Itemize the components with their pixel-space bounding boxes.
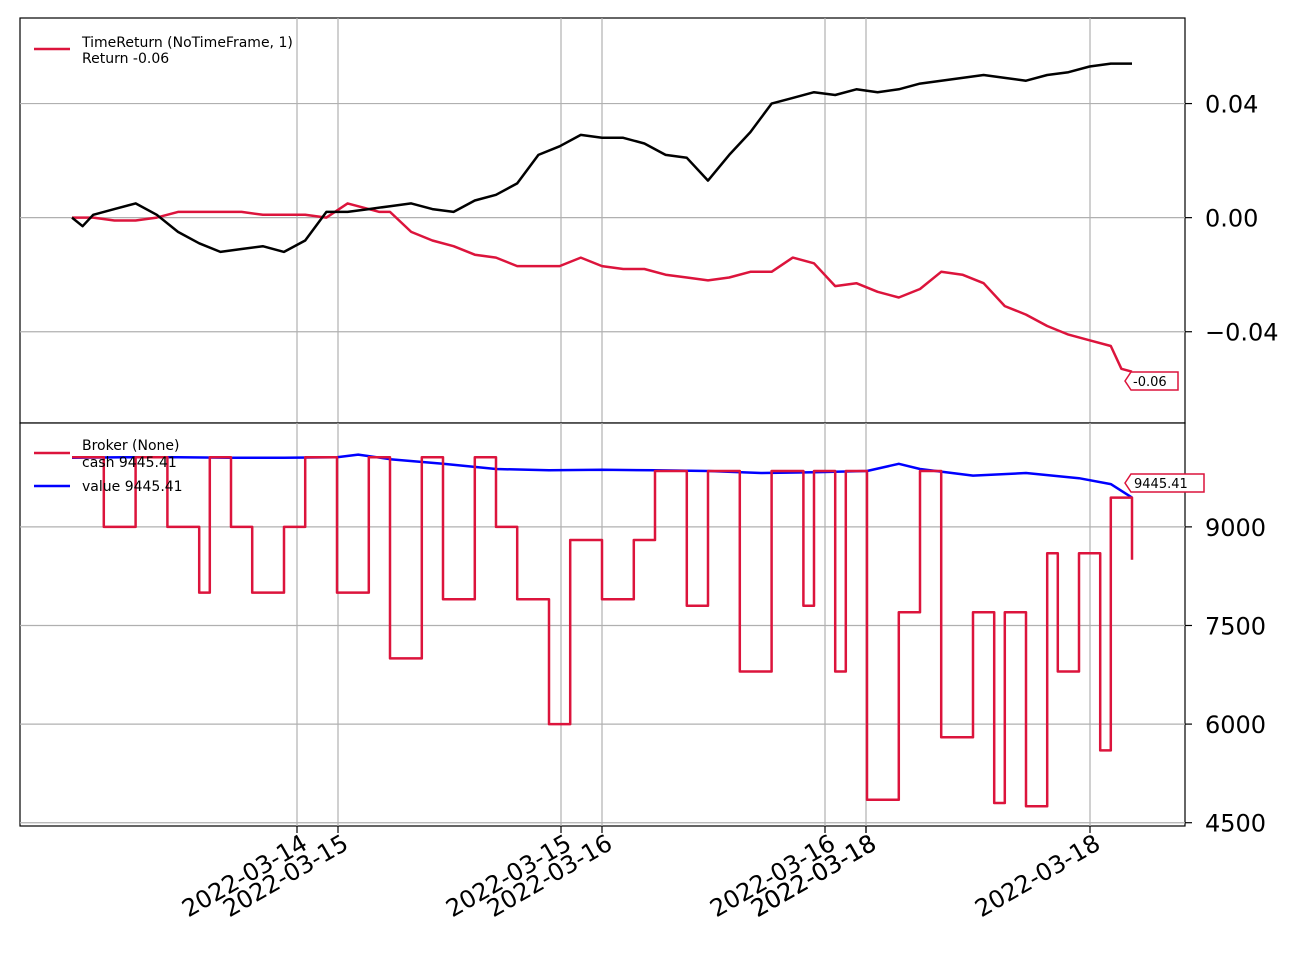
broker-grid (20, 423, 1185, 826)
broker-legend-value: value 9445.41 (82, 479, 183, 495)
returns-legend: TimeReturn (NoTimeFrame, 1) Return -0.06 (34, 35, 293, 67)
y-tick-label: 0.04 (1205, 91, 1258, 119)
y-tick-label: 7500 (1205, 612, 1266, 640)
y-tick-label: 6000 (1205, 711, 1266, 739)
broker-series-value (71, 453, 1133, 499)
returns-series-group (71, 62, 1133, 373)
broker-legend-cash: cash 9445.41 (82, 455, 177, 471)
y-tick-label: 9000 (1205, 514, 1266, 542)
y-tick-label: 0.00 (1205, 205, 1258, 233)
broker-panel: 9000 7500 6000 4500 Broker (None) cash 9445… (19, 422, 1266, 838)
returns-panel: 0.04 0.00 −0.04 TimeReturn (NoTimeFrame, 1… (19, 17, 1279, 424)
x-tick-label: 2022-03-18 (970, 829, 1105, 923)
returns-legend-series-name: TimeReturn (NoTimeFrame, 1) (81, 35, 293, 51)
returns-legend-value: Return -0.06 (82, 51, 169, 67)
y-tick-label: −0.04 (1205, 319, 1279, 347)
returns-y-axis: 0.04 0.00 −0.04 (1185, 91, 1279, 347)
returns-last-value-tag: -0.06 (1124, 371, 1179, 391)
broker-series-cash (72, 455, 1134, 808)
returns-tag-box (1124, 371, 1179, 391)
broker-last-value-tag: 9445.41 (1124, 473, 1205, 493)
broker-series-group (71, 453, 1134, 808)
broker-tag-label: 9445.41 (1134, 477, 1188, 492)
broker-y-axis: 9000 7500 6000 4500 (1185, 514, 1266, 838)
returns-tag-label: -0.06 (1133, 375, 1167, 390)
broker-tag-box (1124, 473, 1205, 493)
returns-grid (20, 18, 1185, 423)
returns-series-return (72, 202, 1133, 373)
broker-legend-title: Broker (None) (82, 438, 180, 454)
returns-series-benchmark (71, 62, 1132, 254)
broker-legend: Broker (None) cash 9445.41 value 9445.41 (34, 438, 183, 495)
y-tick-label: 4500 (1205, 810, 1266, 838)
